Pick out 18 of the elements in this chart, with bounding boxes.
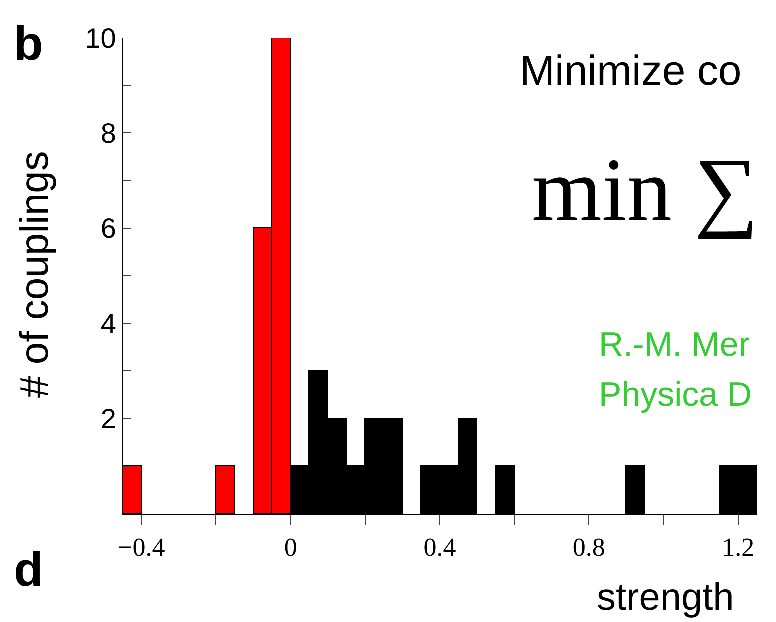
text: d bbox=[14, 544, 44, 597]
y-tick-label: 2 bbox=[100, 404, 116, 435]
y-axis-title: # of couplings bbox=[13, 151, 57, 398]
y-tick-label: 6 bbox=[100, 213, 116, 244]
x-tick-label: 0.4 bbox=[424, 533, 456, 562]
annotation: R.-M. Mer bbox=[599, 326, 750, 364]
y-tick-label: 4 bbox=[100, 308, 116, 340]
x-tick-label: 0 bbox=[284, 533, 298, 562]
x-tick-label: 0.8 bbox=[572, 533, 606, 562]
text: b bbox=[14, 18, 44, 71]
x-tick-label: 1.2 bbox=[722, 533, 755, 562]
x-axis-title: strength bbox=[597, 577, 734, 619]
annotation: min ∑ bbox=[532, 141, 759, 240]
y-tick-label: 10 bbox=[85, 22, 116, 54]
annotation: Minimize co bbox=[520, 47, 742, 94]
y-tick-label: 8 bbox=[100, 118, 116, 149]
annotation: Physica D bbox=[599, 376, 752, 414]
x-tick-label: −0.4 bbox=[118, 533, 166, 562]
